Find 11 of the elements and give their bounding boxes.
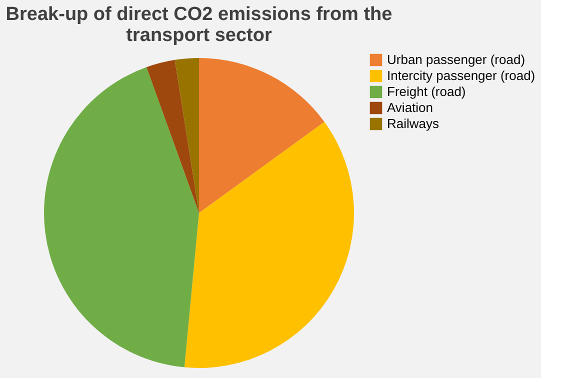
legend-label: Urban passenger (road) [387, 52, 526, 67]
pie-slice [199, 58, 324, 213]
legend-label: Intercity passenger (road) [387, 68, 536, 83]
legend-label: Freight (road) [387, 84, 466, 99]
legend-label: Aviation [387, 100, 434, 115]
chart-title: Break-up of direct CO2 emissions from the transport sector [6, 4, 392, 46]
pie-slice [174, 58, 199, 213]
pie-slice [44, 67, 199, 368]
pie-slice [184, 122, 354, 368]
pie-slice [146, 60, 199, 213]
legend-label: Railways [387, 116, 440, 131]
